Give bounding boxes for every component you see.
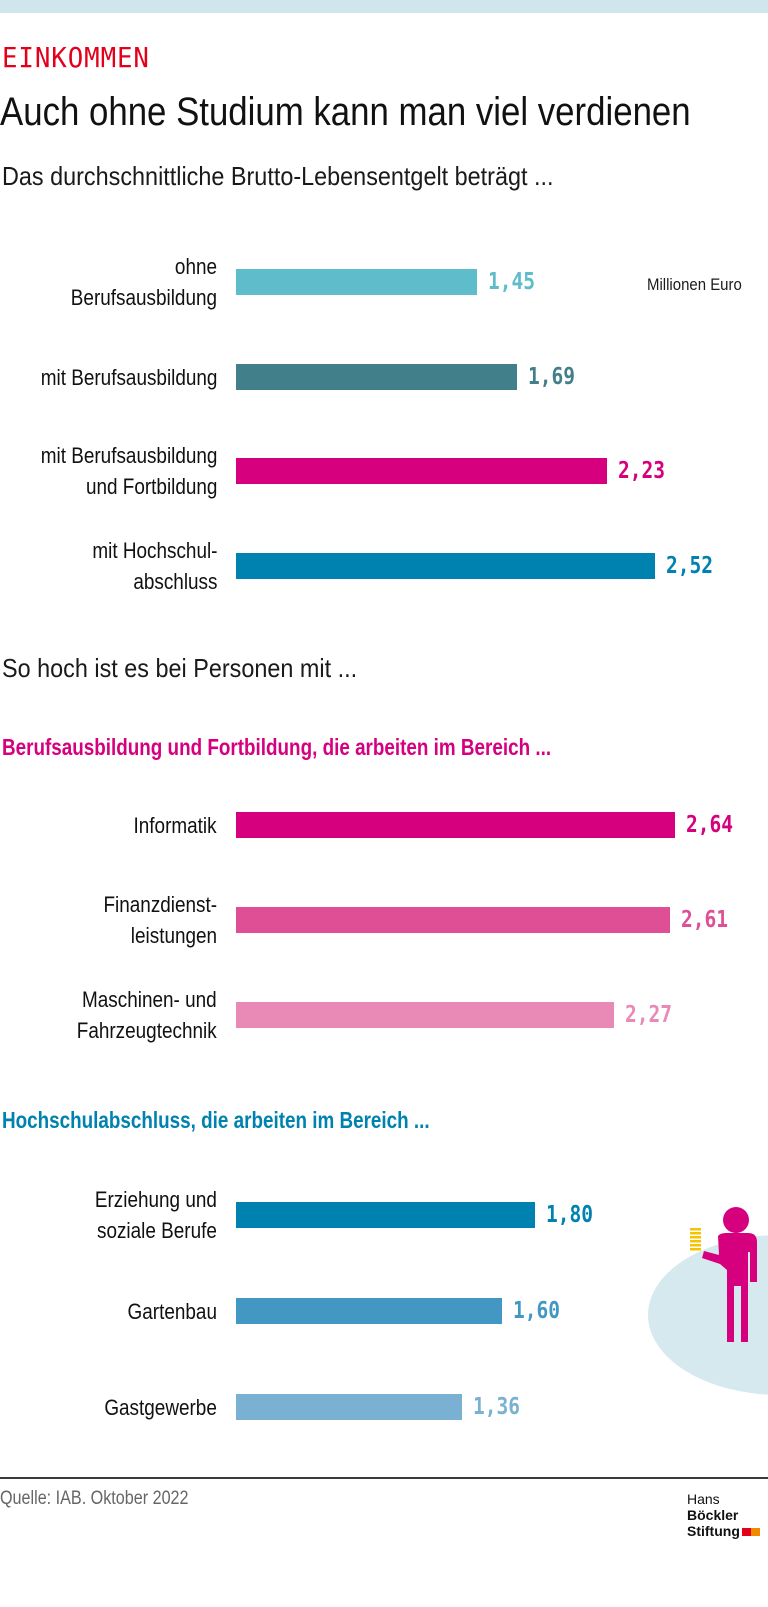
bar-2-0 xyxy=(236,1202,536,1228)
hans-boeckler-logo: Hans Böckler Stiftung xyxy=(687,1491,768,1539)
value-label: 2,27 xyxy=(624,1002,672,1028)
value-label: 2,61 xyxy=(681,907,729,933)
bar-1-1 xyxy=(236,907,671,933)
group-title-hochschule: Hochschulabschluss, die arbeiten im Bere… xyxy=(2,1107,430,1133)
bar-1-0 xyxy=(236,812,676,838)
unit-label: Millionen Euro xyxy=(647,275,742,294)
source-note: Quelle: IAB. Oktober 2022 xyxy=(0,1488,189,1509)
category-label: mit Hochschul- abschluss xyxy=(91,538,217,594)
value-label: 1,69 xyxy=(528,364,576,390)
top-band xyxy=(0,0,768,13)
category-label: mit Berufsausbildung xyxy=(40,364,217,390)
logo-text-stiftung: Stiftung xyxy=(687,1523,740,1539)
bar-0-1 xyxy=(236,364,518,390)
section-intro: So hoch ist es bei Personen mit ... xyxy=(2,653,358,683)
value-label: 2,64 xyxy=(686,812,734,838)
value-label: 1,45 xyxy=(488,269,536,295)
group-title-fortbildung: Berufsausbildung und Fortbildung, die ar… xyxy=(2,734,552,760)
kicker: EINKOMMEN xyxy=(2,41,150,74)
value-label: 2,23 xyxy=(617,458,665,484)
category-label: Finanzdienst- leistungen xyxy=(103,892,217,948)
category-label: Informatik xyxy=(133,812,217,838)
bar-0-3 xyxy=(236,553,656,579)
bar-2-2 xyxy=(236,1394,463,1420)
person-figure xyxy=(702,1207,757,1342)
logo-text-regular: Hans xyxy=(687,1491,720,1507)
coin-stack-icon xyxy=(690,1228,701,1251)
chart-subtitle: Das durchschnittliche Brutto-Lebensentge… xyxy=(2,161,554,191)
bar-2-1 xyxy=(236,1298,503,1324)
value-label: 1,80 xyxy=(546,1202,594,1228)
bar-1-2 xyxy=(236,1002,614,1028)
page-title: Auch ohne Studium kann man viel verdiene… xyxy=(0,90,691,134)
category-label: mit Berufsausbildung und Fortbildung xyxy=(40,443,217,499)
logo-text-bold: Böckler xyxy=(687,1507,739,1523)
category-label: Maschinen- und Fahrzeugtechnik xyxy=(77,987,217,1043)
logo-mark-icon xyxy=(741,1528,760,1537)
bar-0-2 xyxy=(236,458,607,484)
category-label: ohne Berufsausbildung xyxy=(70,254,217,310)
value-label: 2,52 xyxy=(666,553,714,579)
category-label: Gartenbau xyxy=(127,1298,217,1324)
footer-divider xyxy=(0,1477,768,1479)
value-label: 1,60 xyxy=(513,1298,561,1324)
category-label: Erziehung und soziale Berufe xyxy=(94,1187,217,1243)
category-label: Gastgewerbe xyxy=(104,1394,217,1420)
bar-0-0 xyxy=(236,269,478,295)
person-holding-coins-icon xyxy=(648,1207,768,1395)
value-label: 1,36 xyxy=(473,1394,521,1420)
